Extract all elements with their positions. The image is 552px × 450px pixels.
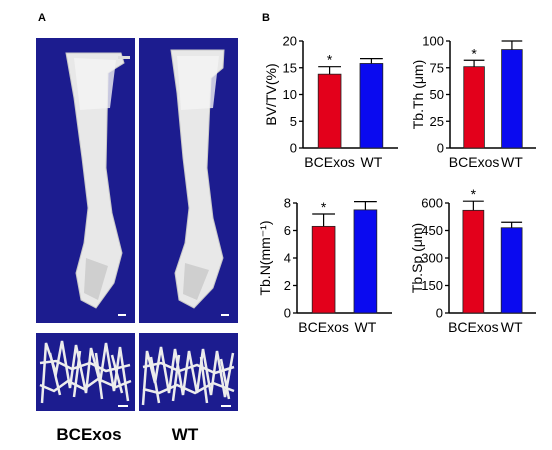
tbsp-category-1: WT [501,319,523,335]
bvtv-bar-0 [317,73,342,149]
bvtv-significance-0: * [327,52,333,68]
bvtv-tick-label-3: 15 [283,60,297,75]
micro-ct-long-wt [139,38,238,323]
tbn-tick-label-4: 8 [284,196,291,211]
tbn-y-label: Tb.N(mm⁻¹) [257,220,273,295]
bvtv-bar-1 [359,63,384,149]
tbth-bar-0 [463,66,485,149]
tbsp-category-0: BCExos [448,319,499,335]
trabecular-bcexos-svg [39,340,132,407]
tbn-tick-label-1: 2 [284,278,291,293]
tbn-tick-label-0: 0 [284,306,291,321]
tbsp-tick-label-1: 150 [421,278,443,293]
tbth-bar-1 [501,49,523,149]
tbn-bar-0 [311,225,336,314]
bvtv-tick-label-0: 0 [290,141,297,156]
micro-ct-trab-bcexos [36,333,135,411]
tbth-tick-label-2: 50 [430,87,444,102]
bone-long-bcexos-svg [65,52,130,316]
bvtv-category-1: WT [361,154,383,170]
tbth-tick-label-1: 25 [430,114,444,129]
micro-ct-trab-wt [139,333,238,411]
tbth-y-label: Tb.Th (μm) [410,60,426,130]
tbn-tick-label-2: 4 [284,251,291,266]
tbsp-tick-label-2: 300 [421,251,443,266]
bvtv-tick-label-2: 10 [283,87,297,102]
tbth-category-0: BCExos [449,154,500,170]
bvtv-tick-label-1: 5 [290,114,297,129]
tbn-category-1: WT [355,319,377,335]
bone-long-wt-svg [170,49,229,316]
tbth-tick-label-0: 0 [437,141,444,156]
bvtv-y-label: BV/TV(%) [263,63,279,125]
image-label-bcexos: BCExos [56,425,122,444]
tbsp-bar-0 [462,209,485,314]
tbn-category-0: BCExos [298,319,349,335]
trabecular-wt-svg [141,346,235,407]
bvtv-category-0: BCExos [304,154,355,170]
micro-ct-long-bcexos [36,38,135,323]
tbsp-tick-label-0: 0 [436,306,443,321]
tbth-significance-0: * [471,45,477,61]
tbth-category-1: WT [501,154,523,170]
tbsp-bar-1 [500,227,523,314]
tbsp-tick-label-3: 450 [421,223,443,238]
bvtv-tick-label-4: 20 [283,34,297,49]
tbsp-tick-label-4: 600 [421,196,443,211]
panel-letter-a: A [38,12,46,24]
tbsp-significance-0: * [471,186,477,202]
image-label-wt: WT [171,425,199,444]
tbn-significance-0: * [321,199,327,215]
tbn-bar-1 [353,209,378,314]
tbth-tick-label-4: 100 [422,34,444,49]
panel-letter-b: B [262,12,270,24]
tbsp-y-label: Tb.Sp (μm) [409,223,425,293]
tbth-tick-label-3: 75 [430,60,444,75]
tbn-tick-label-3: 6 [284,223,291,238]
